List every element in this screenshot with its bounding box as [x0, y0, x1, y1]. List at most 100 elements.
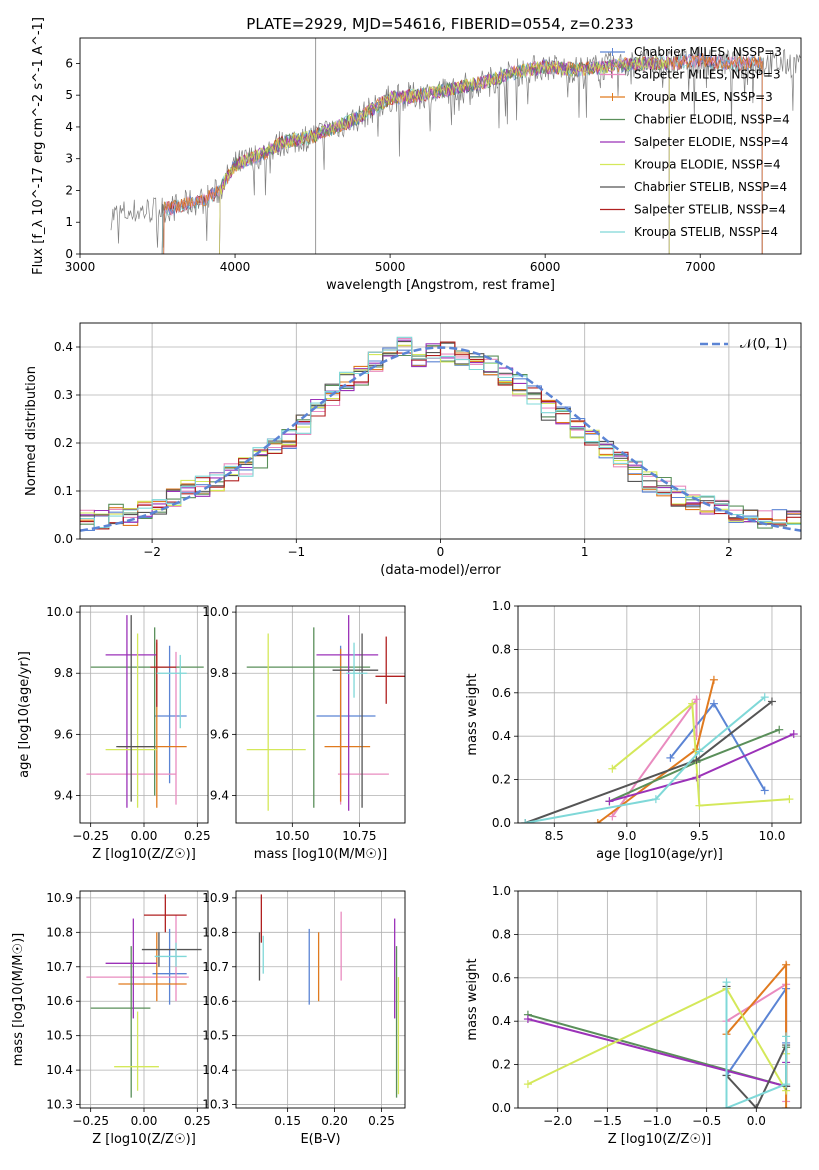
plot-area — [80, 336, 801, 532]
y-tick-label: 5 — [65, 88, 73, 102]
plot-frame — [79, 605, 209, 824]
y-tick-label: 10.6 — [202, 994, 229, 1008]
series-line-chabrier-stelib — [524, 700, 773, 823]
x-tick-label: 7000 — [685, 260, 716, 274]
y-tick-label: 0.2 — [492, 773, 511, 787]
y-tick-label: 0.2 — [492, 1058, 511, 1072]
y-tick-label: 0.6 — [492, 686, 511, 700]
legend-label: Chabrier ELODIE, NSSP=4 — [634, 113, 790, 127]
y-tick-label: 0.1 — [54, 484, 73, 498]
y-tick-label: 10.5 — [202, 1029, 229, 1043]
plot-frame — [79, 890, 209, 1109]
x-tick-label: 10.75 — [342, 829, 376, 843]
y-tick-label: 0.3 — [54, 388, 73, 402]
x-tick-label: −0.25 — [72, 1114, 109, 1128]
y-tick-label: 10.0 — [46, 605, 73, 619]
plot-frame — [79, 37, 802, 255]
mass-vs-z-plot: −0.25 0.00 0.25 10.3 10.4 10.5 10.6 10.7 10.8 10.… — [11, 890, 211, 1147]
hist-step-kroupa-stelib — [80, 336, 801, 529]
x-axis-label: Z [log10(Z/Z☉)] — [608, 1132, 712, 1147]
x-tick-label: 0.25 — [368, 1114, 395, 1128]
mass-weight-vs-age-plot: 8.5 9.0 9.5 10.0 0.0 0.2 0.4 0.6 0.8 1.0 age [log1… — [465, 599, 802, 862]
x-axis-label: Z [log10(Z/Z☉)] — [92, 1132, 196, 1147]
age-vs-z-plot: −0.25 0.00 0.25 9.4 9.6 9.8 10.0 Z [log10(Z/Z☉)… — [17, 605, 211, 862]
x-tick-label: −0.5 — [692, 1114, 721, 1128]
x-axis-label: E(B-V) — [300, 1132, 340, 1147]
series-line-kroupa-stelib — [725, 982, 788, 1108]
plot-area — [523, 960, 791, 1108]
legend-label: Salpeter MILES, NSSP=3 — [634, 68, 781, 82]
y-tick-label: 10.9 — [202, 891, 229, 905]
legend-label: Kroupa ELODIE, NSSP=4 — [634, 158, 781, 172]
plot-frame — [235, 890, 406, 1109]
y-tick-label: 9.4 — [210, 788, 229, 802]
plot-area — [258, 894, 400, 1098]
legend-label: Chabrier MILES, NSSP=3 — [634, 45, 782, 59]
model-line-kroupa-elodie — [219, 55, 670, 254]
plot-area — [110, 38, 801, 254]
x-tick-label: −0.25 — [72, 829, 109, 843]
plot-area — [246, 615, 405, 811]
x-tick-label: −1.5 — [593, 1114, 622, 1128]
plot-area — [86, 894, 202, 1098]
y-tick-label: 9.6 — [210, 727, 229, 741]
y-tick-label: 10.7 — [202, 960, 229, 974]
y-tick-label: 10.9 — [46, 891, 73, 905]
x-tick-label: 0.15 — [274, 1114, 301, 1128]
x-axis-label: wavelength [Angstrom, rest frame] — [326, 278, 555, 293]
x-tick-label: 0.00 — [131, 1114, 158, 1128]
spectrum-plot: 3000 4000 5000 6000 7000 0 1 2 3 4 5 6 wavelength [A… — [31, 17, 802, 293]
y-tick-label: 4 — [65, 120, 73, 134]
y-tick-label: 9.6 — [54, 727, 73, 741]
y-tick-label: 0.4 — [492, 1014, 511, 1028]
y-axis-label: mass [log10(M/M☉)] — [11, 933, 26, 1066]
y-tick-label: 10.4 — [46, 1063, 73, 1077]
y-tick-label: 0.4 — [54, 340, 73, 354]
y-tick-label: 10.5 — [46, 1029, 73, 1043]
y-tick-label: 2 — [65, 183, 73, 197]
y-tick-label: 1.0 — [492, 884, 511, 898]
plot-frame — [517, 605, 802, 824]
x-tick-label: 6000 — [530, 260, 561, 274]
mass-weight-vs-z-plot: −2.0 −1.5 −1.0 −0.5 0.0 0.0 0.2 0.4 0.6 0.8 1.0 Z [… — [465, 884, 802, 1147]
y-tick-label: 0.0 — [54, 532, 73, 546]
mass-vs-ebv-plot: 0.15 0.20 0.25 10.3 10.4 10.5 10.6 10.7 10.8 10.9… — [202, 890, 406, 1147]
y-tick-label: 0.0 — [492, 1101, 511, 1115]
y-tick-label: 6 — [65, 56, 73, 70]
age-vs-mass-plot: 10.50 10.75 9.4 9.6 9.8 10.0 mass [log10(M/M☉)… — [202, 605, 406, 862]
x-tick-label: 0.25 — [184, 1114, 211, 1128]
y-axis-label: age [log10(age/yr)] — [17, 651, 32, 778]
y-tick-label: 0.2 — [54, 436, 73, 450]
plot-area — [86, 615, 204, 808]
legend-label: Kroupa MILES, NSSP=3 — [634, 90, 773, 104]
x-tick-label: 2 — [725, 545, 733, 559]
y-tick-label: 10.8 — [46, 925, 73, 939]
x-axis-label: Z [log10(Z/Z☉)] — [92, 847, 196, 862]
y-axis-label: mass weight — [465, 673, 480, 755]
y-tick-label: 0 — [65, 247, 73, 261]
y-tick-label: 0.8 — [492, 927, 511, 941]
x-axis-label: age [log10(age/yr)] — [596, 847, 723, 862]
x-axis-label: mass [log10(M/M☉)] — [254, 847, 387, 862]
x-tick-label: 0 — [437, 545, 445, 559]
legend-label: Chabrier STELIB, NSSP=4 — [634, 180, 787, 194]
x-tick-label: 9.5 — [690, 829, 709, 843]
y-axis-label: Flux [f_λ 10^-17 erg cm^-2 s^-1 A^-1] — [31, 17, 46, 275]
plot-frame — [79, 322, 802, 540]
y-tick-label: 10.7 — [46, 960, 73, 974]
y-tick-label: 10.4 — [202, 1063, 229, 1077]
plot-frame — [517, 890, 802, 1109]
x-tick-label: −1.0 — [642, 1114, 671, 1128]
residual-histogram-plot: −2 −1 0 1 2 0.0 0.1 0.2 0.3 0.4 (data-model)/error… — [24, 322, 802, 578]
x-tick-label: 3000 — [65, 260, 96, 274]
x-tick-label: 0.25 — [184, 829, 211, 843]
hist-step-kroupa-elodie — [80, 344, 801, 524]
hist-step-salpeter-stelib — [80, 341, 801, 530]
y-tick-label: 10.3 — [46, 1098, 73, 1112]
x-tick-label: 10.0 — [759, 829, 786, 843]
y-tick-label: 10.0 — [202, 605, 229, 619]
normal-curve-line — [80, 346, 801, 532]
plot-area — [521, 675, 798, 823]
x-tick-label: 0.20 — [321, 1114, 348, 1128]
